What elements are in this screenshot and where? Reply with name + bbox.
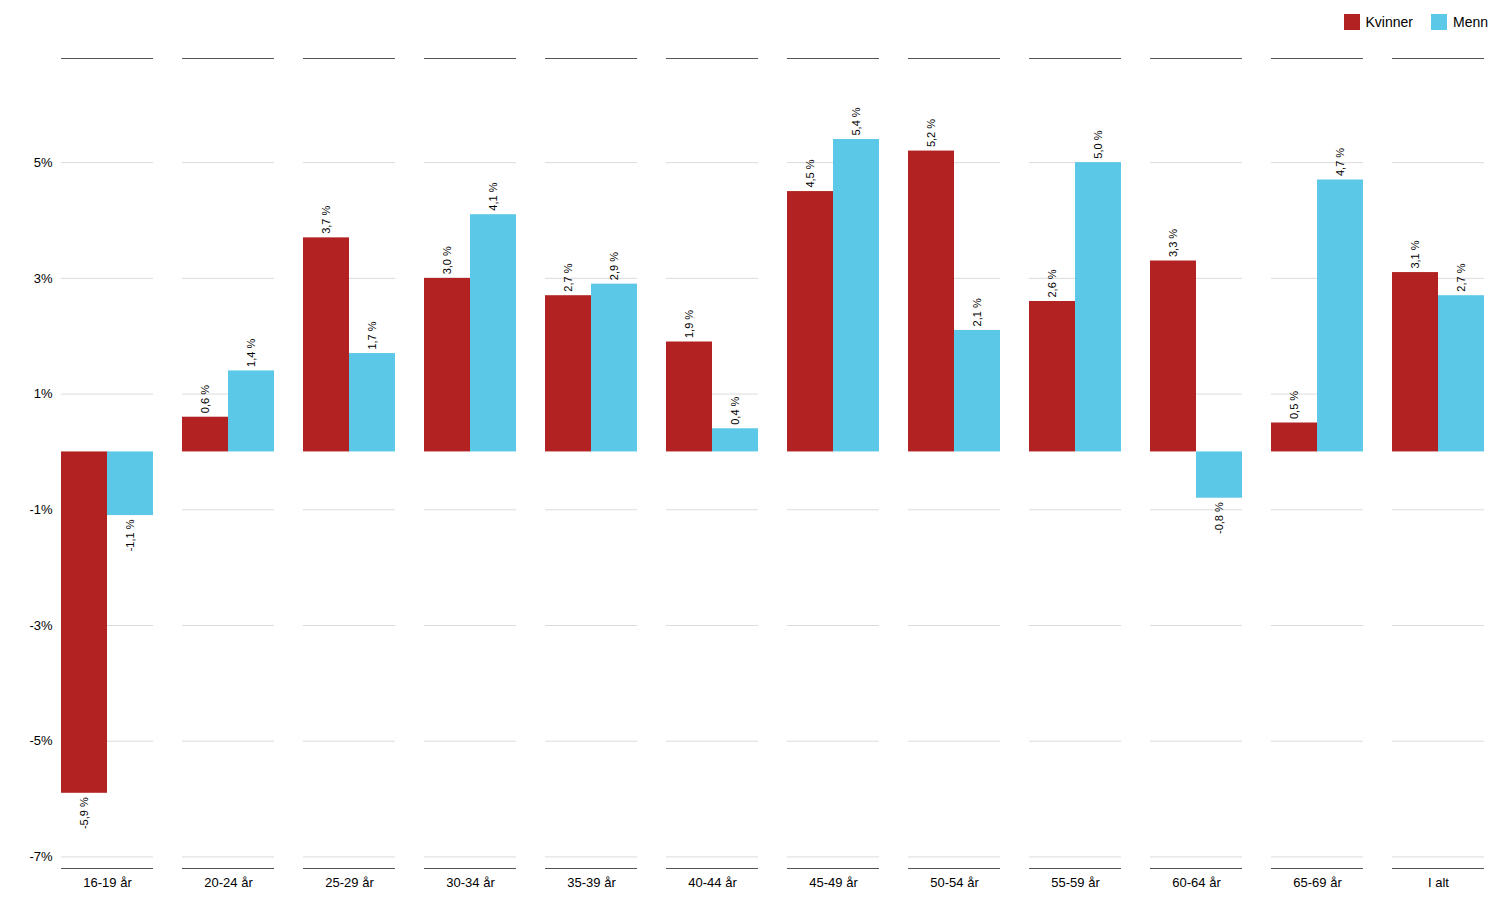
svg-text:45-49 år: 45-49 år bbox=[809, 875, 858, 890]
svg-text:3,0 %: 3,0 % bbox=[441, 246, 453, 274]
svg-text:3,1 %: 3,1 % bbox=[1409, 240, 1421, 268]
svg-text:2,7 %: 2,7 % bbox=[562, 263, 574, 291]
svg-text:2,1 %: 2,1 % bbox=[971, 298, 983, 326]
svg-text:4,5 %: 4,5 % bbox=[804, 159, 816, 187]
svg-text:4,7 %: 4,7 % bbox=[1334, 148, 1346, 176]
svg-text:5,2 %: 5,2 % bbox=[925, 119, 937, 147]
svg-text:0,4 %: 0,4 % bbox=[729, 396, 741, 424]
svg-text:-3%: -3% bbox=[29, 618, 53, 633]
svg-text:-7%: -7% bbox=[29, 849, 53, 864]
svg-text:65-69 år: 65-69 år bbox=[1293, 875, 1342, 890]
svg-text:1%: 1% bbox=[34, 386, 53, 401]
svg-text:-1,1 %: -1,1 % bbox=[124, 519, 136, 551]
svg-text:20-24 år: 20-24 år bbox=[204, 875, 253, 890]
svg-text:-5,9 %: -5,9 % bbox=[78, 797, 90, 829]
svg-text:1,7 %: 1,7 % bbox=[366, 321, 378, 349]
svg-text:I alt: I alt bbox=[1428, 875, 1449, 890]
svg-text:4,1 %: 4,1 % bbox=[487, 182, 499, 210]
svg-text:-1%: -1% bbox=[29, 502, 53, 517]
svg-text:25-29 år: 25-29 år bbox=[325, 875, 374, 890]
svg-text:0,5 %: 0,5 % bbox=[1288, 391, 1300, 419]
svg-text:1,9 %: 1,9 % bbox=[683, 310, 695, 338]
svg-text:1,4 %: 1,4 % bbox=[245, 339, 257, 367]
html-text:Menn: Menn bbox=[1453, 14, 1488, 30]
svg-text:55-59 år: 55-59 år bbox=[1051, 875, 1100, 890]
svg-text:30-34 år: 30-34 år bbox=[446, 875, 495, 890]
svg-text:16-19 år: 16-19 år bbox=[83, 875, 132, 890]
svg-text:2,7 %: 2,7 % bbox=[1455, 263, 1467, 291]
svg-text:3%: 3% bbox=[34, 271, 53, 286]
svg-text:50-54 år: 50-54 år bbox=[930, 875, 979, 890]
svg-text:5,4 %: 5,4 % bbox=[850, 107, 862, 135]
svg-text:35-39 år: 35-39 år bbox=[567, 875, 616, 890]
svg-text:-0,8 %: -0,8 % bbox=[1213, 502, 1225, 534]
svg-text:3,3 %: 3,3 % bbox=[1167, 229, 1179, 257]
svg-text:0,6 %: 0,6 % bbox=[199, 385, 211, 413]
svg-text:5%: 5% bbox=[34, 155, 53, 170]
svg-text:5,0 %: 5,0 % bbox=[1092, 130, 1104, 158]
svg-text:2,9 %: 2,9 % bbox=[608, 252, 620, 280]
svg-text:40-44 år: 40-44 år bbox=[688, 875, 737, 890]
svg-text:3,7 %: 3,7 % bbox=[320, 206, 332, 234]
svg-text:-5%: -5% bbox=[29, 733, 53, 748]
html-text:Kvinner: Kvinner bbox=[1365, 14, 1413, 30]
svg-text:2,6 %: 2,6 % bbox=[1046, 269, 1058, 297]
svg-text:60-64 år: 60-64 år bbox=[1172, 875, 1221, 890]
